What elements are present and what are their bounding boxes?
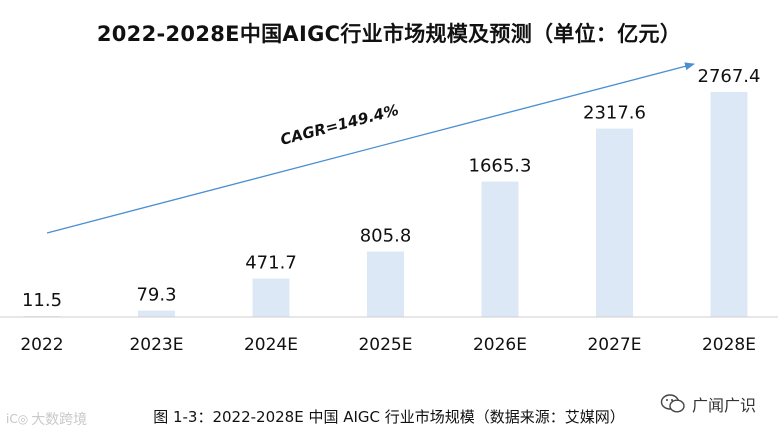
labels-layer: 11.5 2022 79.3 2023E 471.7 2024E 805.8 2025E 166…: [20, 66, 760, 355]
data-label-2024E: 471.7: [245, 253, 297, 274]
cagr-annotation: CAGR=149.4%: [278, 101, 400, 149]
watermark-right-text: 广闻广识: [691, 396, 756, 415]
bars-layer: [23, 92, 748, 317]
x-tick-label-2024E: 2024E: [244, 335, 298, 355]
bar-2028E: [710, 92, 748, 317]
chart-title: 2022-2028E中国AIGC行业市场规模及预测（单位：亿元）: [96, 22, 682, 46]
bar-2025E: [367, 251, 404, 317]
watermark-right: 广闻广识: [660, 392, 756, 416]
watermark-left-text: 大数跨境: [31, 412, 88, 428]
watermark-logo-icon: iC◎: [6, 412, 29, 426]
wechat-icon: [660, 394, 685, 413]
x-tick-label-2023E: 2023E: [129, 335, 183, 355]
x-tick-label-2022: 2022: [20, 335, 63, 355]
data-label-2028E: 2767.4: [698, 66, 761, 87]
data-label-2025E: 805.8: [360, 226, 412, 247]
data-label-2023E: 79.3: [136, 285, 176, 306]
data-label-2027E: 2317.6: [583, 103, 646, 124]
cagr-trend-arrow: [46, 62, 695, 234]
x-tick-label-2025E: 2025E: [358, 335, 412, 355]
data-label-2022: 11.5: [22, 290, 62, 311]
x-tick-label-2026E: 2026E: [473, 335, 527, 355]
bar-2023E: [138, 310, 175, 317]
bar-2027E: [596, 128, 633, 317]
x-tick-label-2028E: 2028E: [702, 335, 756, 355]
bar-2024E: [252, 278, 290, 317]
watermark-left: iC◎ 大数跨境: [6, 409, 87, 429]
bar-2026E: [481, 181, 519, 317]
figure-caption: 图 1-3：2022-2028E 中国 AIGC 行业市场规模（数据来源：艾媒网…: [153, 408, 625, 426]
data-label-2026E: 1665.3: [469, 156, 532, 177]
x-tick-label-2027E: 2027E: [587, 335, 641, 355]
